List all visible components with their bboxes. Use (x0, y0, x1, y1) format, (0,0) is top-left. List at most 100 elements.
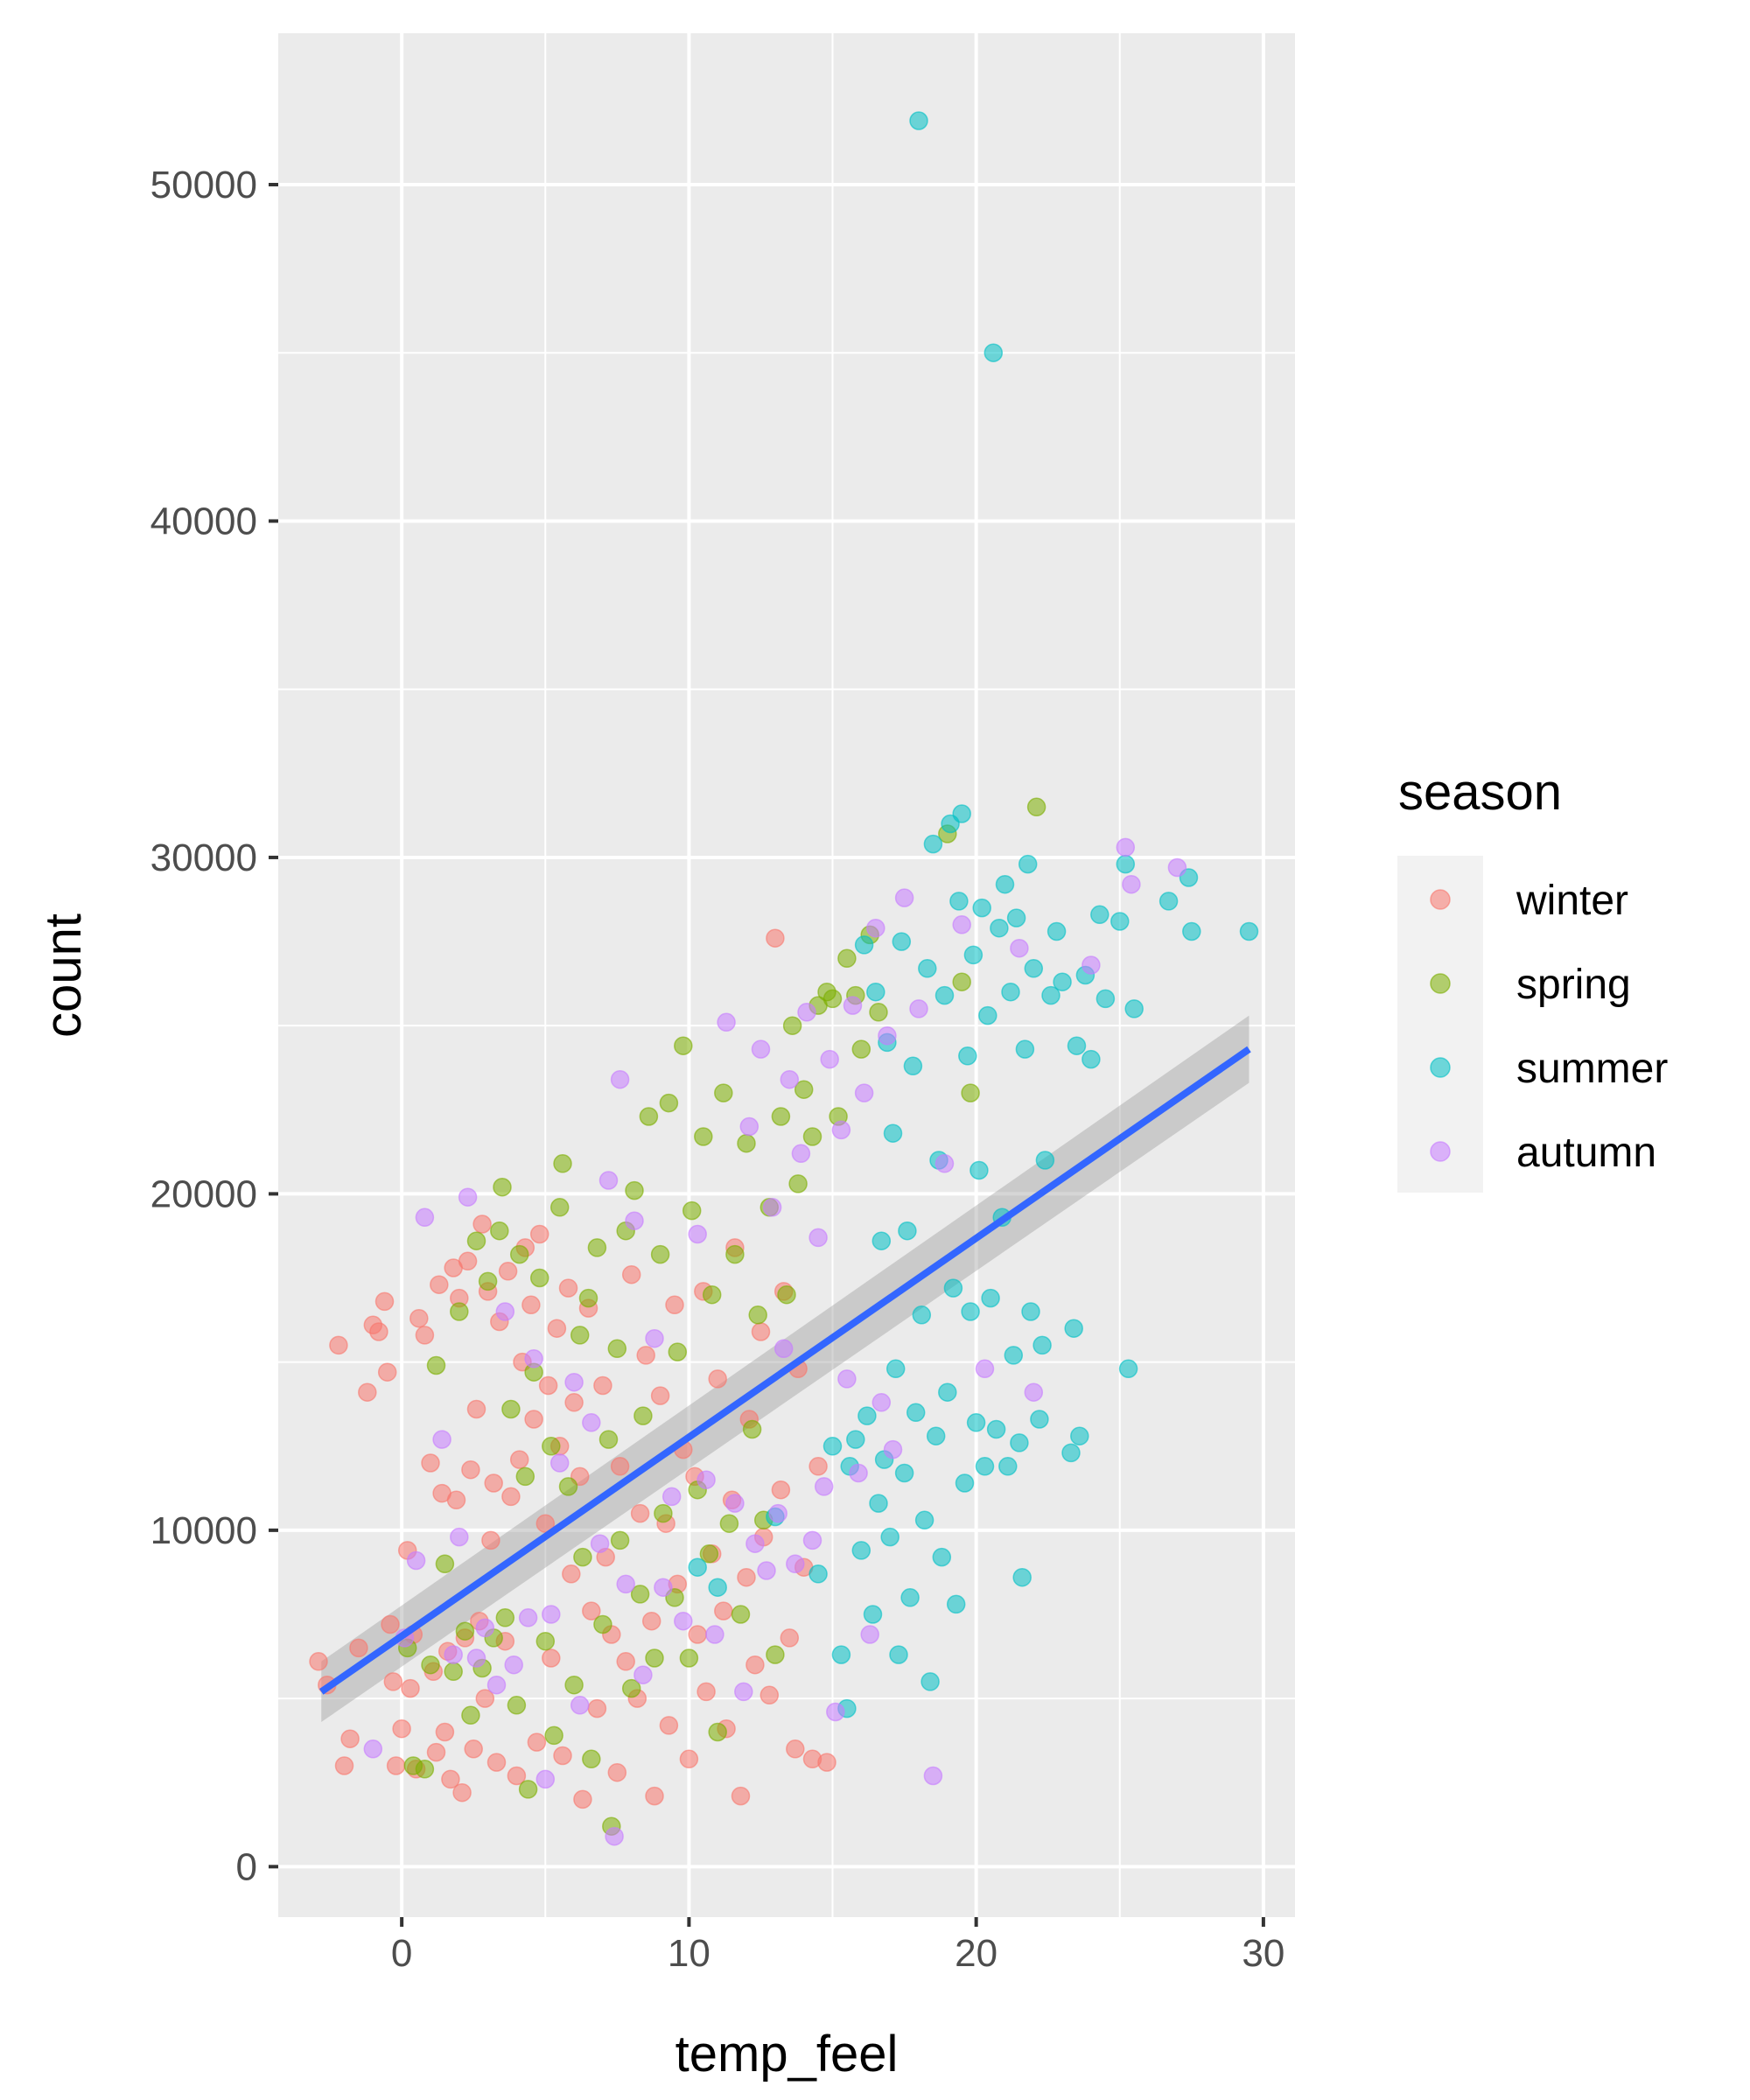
major-gridlines (278, 33, 1295, 1917)
point-spring (461, 1705, 480, 1726)
legend-item-spring: spring (1430, 962, 1631, 1008)
point-autumn (843, 996, 863, 1015)
point-winter (780, 1628, 800, 1648)
point-summer (1046, 921, 1067, 942)
point-summer (1010, 1433, 1029, 1452)
point-spring (578, 1288, 598, 1308)
point-spring (679, 1648, 699, 1668)
series-autumn (363, 837, 1187, 1846)
point-summer (998, 1457, 1018, 1476)
point-autumn (1116, 837, 1136, 858)
point-winter (386, 1756, 406, 1775)
point-spring (714, 1083, 733, 1102)
point-summer (986, 1419, 1006, 1439)
point-winter (309, 1652, 328, 1671)
point-spring (466, 1231, 486, 1250)
point-spring (674, 1036, 693, 1055)
x-tick-label: 10 (668, 1932, 710, 1975)
point-winter (392, 1718, 411, 1739)
point-winter (542, 1648, 561, 1668)
legend-key-summer (1430, 1057, 1451, 1078)
point-autumn (883, 1439, 903, 1460)
point-autumn (762, 1198, 782, 1217)
point-summer (886, 1359, 906, 1379)
point-autumn (598, 1171, 619, 1190)
y-tick-label: 0 (236, 1845, 257, 1888)
point-autumn (934, 1154, 955, 1173)
point-spring (694, 1127, 713, 1146)
point-spring (639, 1107, 659, 1126)
point-summer (970, 1160, 989, 1180)
point-winter (688, 1625, 707, 1644)
point-autumn (786, 1554, 805, 1574)
point-winter (410, 1308, 429, 1328)
point-winter (630, 1503, 650, 1523)
point-winter (573, 1789, 592, 1810)
point-autumn (504, 1655, 523, 1675)
point-summer (1110, 912, 1130, 931)
point-winter (524, 1410, 543, 1429)
point-spring (529, 1268, 550, 1288)
point-winter (636, 1346, 655, 1365)
point-winter (464, 1740, 483, 1759)
point-summer (1012, 1567, 1032, 1587)
point-spring (570, 1326, 590, 1345)
series-summer (688, 111, 1259, 1718)
point-spring (573, 1547, 592, 1567)
point-summer (932, 1547, 952, 1567)
y-tick-label: 30000 (150, 836, 257, 879)
point-spring (421, 1655, 440, 1675)
point-winter (746, 1655, 765, 1675)
point-summer (851, 1541, 872, 1560)
point-winter (553, 1746, 572, 1766)
point-summer (1182, 921, 1201, 942)
point-winter (808, 1457, 828, 1476)
y-axis-title: count (35, 914, 92, 1038)
point-spring (598, 1430, 619, 1449)
point-summer (1090, 905, 1110, 925)
legend-item-summer: summer (1430, 1046, 1668, 1092)
point-winter (381, 1614, 400, 1634)
point-winter (452, 1782, 472, 1802)
point-spring (788, 1174, 808, 1194)
point-summer (961, 1302, 980, 1321)
point-winter (564, 1393, 584, 1412)
point-autumn (645, 1328, 664, 1348)
point-spring (450, 1302, 469, 1321)
point-winter (817, 1753, 836, 1772)
point-summer (1041, 985, 1060, 1005)
point-autumn (739, 1116, 760, 1137)
legend-label-spring: spring (1516, 962, 1631, 1008)
point-spring (952, 972, 971, 991)
point-summer (900, 1588, 920, 1607)
point-winter (498, 1262, 518, 1281)
legend-key-autumn (1430, 1141, 1451, 1162)
point-summer (920, 1672, 940, 1691)
point-spring (748, 1306, 767, 1325)
point-spring (625, 1180, 644, 1200)
point-winter (621, 1264, 641, 1284)
point-summer (883, 1124, 903, 1143)
trend-line (318, 1046, 1251, 1695)
point-winter (760, 1685, 780, 1705)
point-spring (542, 1437, 561, 1456)
point-spring (593, 1614, 612, 1634)
point-summer (872, 1231, 892, 1250)
point-autumn (550, 1453, 570, 1473)
point-spring (837, 948, 857, 969)
point-summer (1096, 989, 1116, 1009)
point-winter (547, 1319, 567, 1338)
point-winter (329, 1335, 348, 1355)
point-spring (702, 1284, 722, 1305)
point-spring (553, 1154, 572, 1173)
point-autumn (610, 1069, 630, 1089)
legend-title: season (1398, 764, 1562, 821)
point-autumn (866, 918, 886, 938)
legend-label-winter: winter (1516, 878, 1628, 924)
point-winter (558, 1278, 578, 1298)
point-spring (961, 1083, 980, 1102)
point-winter (731, 1786, 751, 1806)
point-summer (903, 1056, 923, 1076)
point-summer (963, 945, 984, 965)
legend-key-background (1397, 856, 1483, 1193)
